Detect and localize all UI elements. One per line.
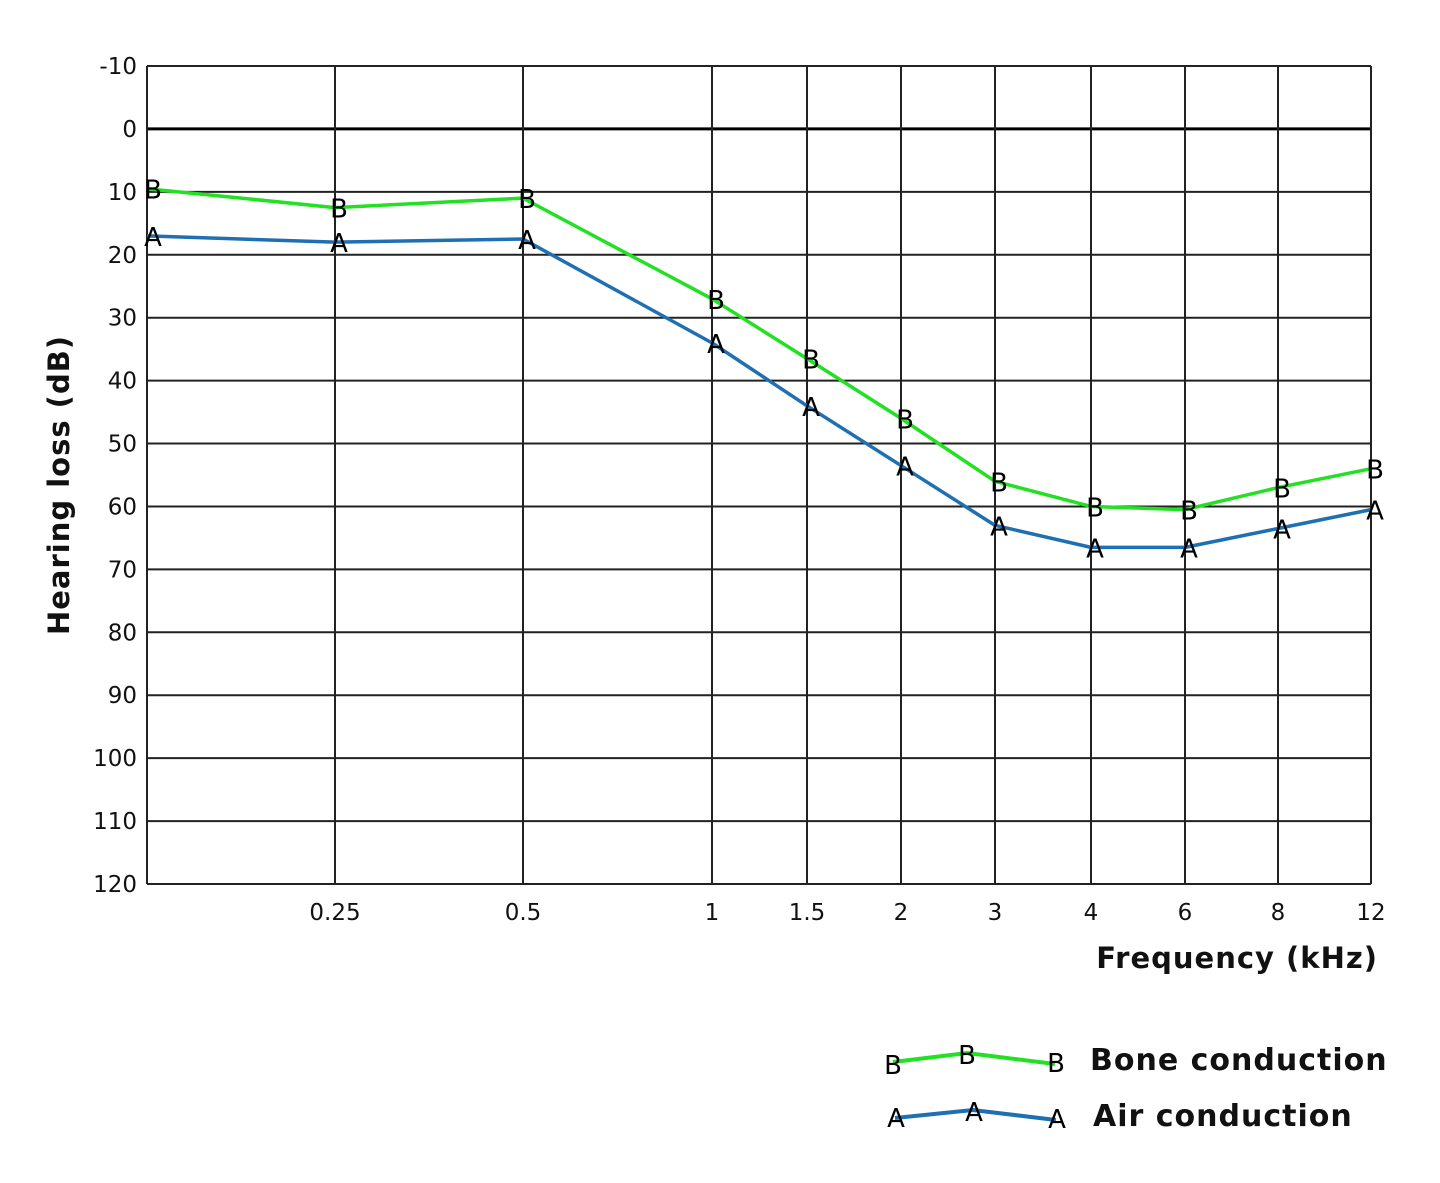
data-point-marker: B — [1180, 497, 1198, 527]
x-tick-label: 8 — [1271, 900, 1286, 926]
data-point-marker: A — [144, 223, 162, 253]
x-tick-label: 12 — [1356, 900, 1385, 926]
x-tick-label: 0.5 — [505, 900, 542, 926]
y-tick-label: 40 — [108, 369, 137, 395]
legend-marker: A — [1048, 1105, 1066, 1135]
data-point-marker: B — [1366, 456, 1384, 486]
legend-marker: B — [1047, 1049, 1065, 1079]
grid — [146, 65, 1372, 885]
data-point-marker: B — [802, 346, 820, 376]
y-axis-title: Hearing loss (dB) — [42, 335, 76, 635]
legend-line-bone-conduction — [892, 1050, 1056, 1066]
y-tick-label: 120 — [93, 872, 137, 898]
y-tick-label: 0 — [122, 117, 137, 143]
y-tick-label: 20 — [108, 243, 137, 269]
data-point-marker: A — [1086, 534, 1104, 564]
legend: B B B Bone conduction A A A Air conducti… — [884, 1041, 1388, 1135]
legend-item-bone-conduction: B B B Bone conduction — [884, 1041, 1388, 1081]
y-tick-label: 60 — [108, 494, 137, 520]
legend-marker: B — [958, 1041, 976, 1071]
x-tick-label: 6 — [1178, 900, 1193, 926]
y-tick-label: 100 — [93, 746, 137, 772]
y-tick-label: 30 — [108, 306, 137, 332]
series-air-conduction: A A A A A A A A A A A — [144, 223, 1384, 564]
x-tick-label: 4 — [1084, 900, 1099, 926]
data-point-marker: A — [707, 330, 725, 360]
legend-label-bone-conduction: Bone conduction — [1090, 1043, 1388, 1078]
x-axis-ticks: 0.25 0.5 1 1.5 2 3 4 6 8 12 — [309, 900, 1385, 926]
data-point-marker: A — [802, 393, 820, 423]
data-point-marker: B — [990, 468, 1008, 498]
y-tick-label: 10 — [108, 180, 137, 206]
y-tick-label: 70 — [108, 557, 137, 583]
y-tick-label: 90 — [108, 683, 137, 709]
data-point-marker: B — [707, 286, 725, 316]
legend-marker: B — [884, 1051, 902, 1081]
y-tick-label: 110 — [93, 809, 137, 835]
data-point-marker: A — [518, 226, 536, 256]
y-tick-label: 50 — [108, 432, 137, 458]
data-point-marker: A — [990, 512, 1008, 542]
y-tick-label: -10 — [99, 54, 137, 80]
legend-label-air-conduction: Air conduction — [1093, 1099, 1353, 1134]
data-point-marker: B — [144, 176, 162, 206]
data-point-marker: B — [518, 185, 536, 215]
legend-marker: A — [965, 1098, 983, 1128]
series-line — [146, 186, 1372, 512]
data-point-marker: B — [1086, 493, 1104, 523]
legend-line-air-conduction — [894, 1107, 1057, 1122]
data-point-marker: A — [330, 229, 348, 259]
y-tick-label: 80 — [108, 620, 137, 646]
x-tick-label: 1.5 — [789, 900, 826, 926]
legend-item-air-conduction: A A A Air conduction — [887, 1098, 1353, 1135]
data-point-marker: A — [1366, 497, 1384, 527]
x-tick-label: 0.25 — [309, 900, 360, 926]
data-point-marker: B — [1273, 475, 1291, 505]
legend-marker: A — [887, 1104, 905, 1134]
x-tick-label: 2 — [894, 900, 909, 926]
data-point-marker: B — [330, 195, 348, 225]
series-bone-conduction: B B B B B B B B B B B — [144, 176, 1384, 527]
x-tick-label: 3 — [988, 900, 1003, 926]
data-point-marker: A — [1180, 534, 1198, 564]
data-point-marker: B — [896, 405, 914, 435]
series-line — [146, 234, 1372, 550]
y-axis-ticks: -10 0 10 20 30 40 50 60 70 80 90 100 110 120 — [93, 54, 137, 898]
data-point-marker: A — [896, 453, 914, 483]
data-point-marker: A — [1273, 515, 1291, 545]
x-axis-title: Frequency (kHz) — [1096, 941, 1378, 975]
x-tick-label: 1 — [705, 900, 720, 926]
